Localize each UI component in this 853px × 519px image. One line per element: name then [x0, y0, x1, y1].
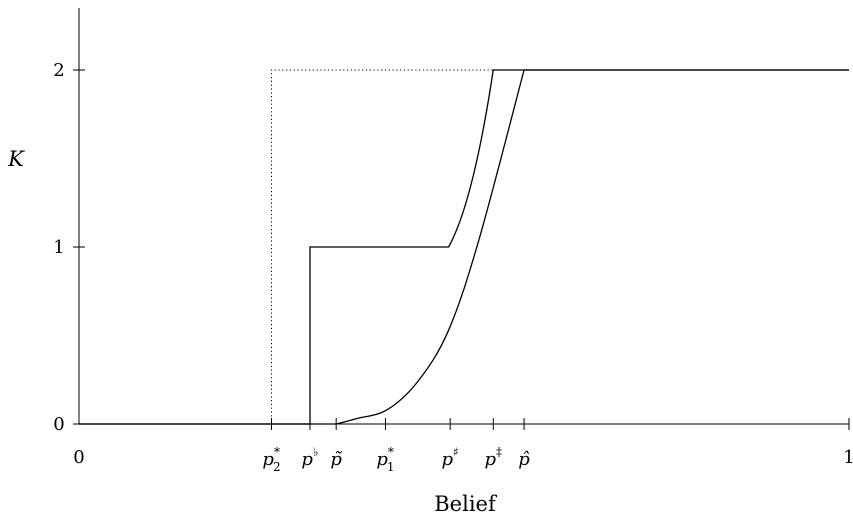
dotted-series-line: [271, 69, 494, 424]
belief-marker-label: p♭: [301, 445, 318, 470]
axes: [78, 8, 850, 430]
x-tick-label: 0: [73, 447, 84, 468]
solid-series-line: [79, 69, 849, 425]
belief-marker-label: p̂: [518, 449, 530, 470]
ticks: 0 1 2 0 1 p* 2 p♭ p̃ p* 1 p♯ p‡ p̂: [53, 60, 853, 474]
belief-marker-label: p̃: [330, 449, 342, 470]
belief-marker-label: p♯: [441, 445, 458, 470]
y-tick-label: 0: [53, 414, 64, 435]
y-tick-label: 1: [53, 237, 64, 258]
solid-series-line: [79, 69, 849, 425]
x-axis-title: Belief: [434, 492, 498, 516]
labels: Belief K: [7, 147, 498, 516]
belief-marker-label: p* 2: [262, 445, 280, 474]
x-tick-label: 1: [843, 447, 853, 468]
plot-lines: [79, 69, 849, 425]
belief-marker-label: p‡: [484, 445, 502, 470]
belief-marker-label: p* 1: [376, 445, 394, 474]
y-tick-label: 2: [53, 60, 64, 81]
y-axis-title: K: [7, 147, 25, 171]
